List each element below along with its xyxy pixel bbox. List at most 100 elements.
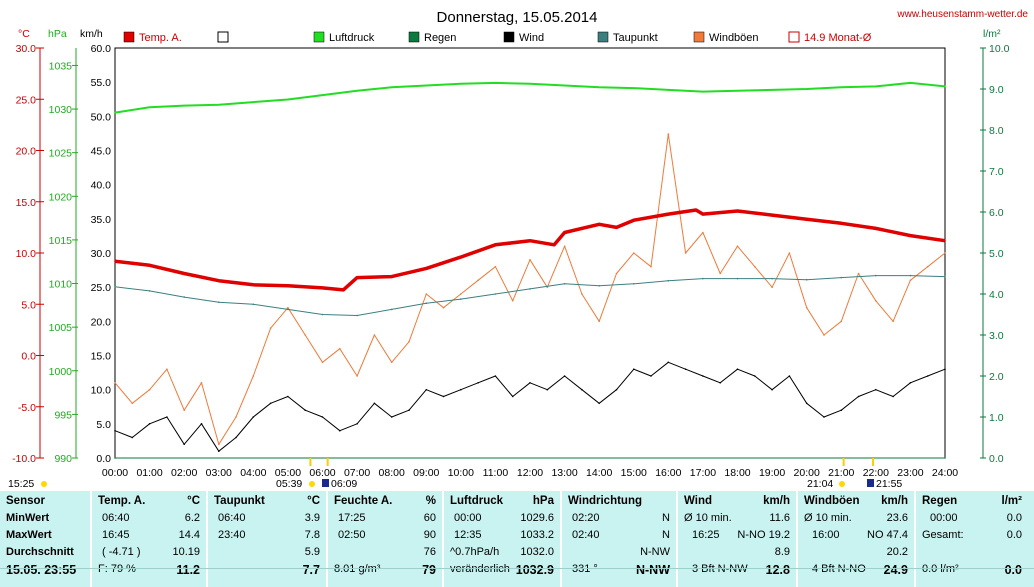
data-point [183, 272, 185, 275]
legend-label: Taupunkt [613, 32, 658, 44]
data-point [148, 388, 151, 391]
dew-header: Taupunkt [214, 495, 265, 507]
pressure-max: 1033.2 [520, 529, 554, 541]
rain-tick-label: 3.0 [989, 330, 1004, 342]
temp-avg-note: ( -4.71 ) [102, 546, 141, 558]
wind-current: 12.8 [765, 563, 790, 577]
data-point [667, 361, 670, 364]
data-point [771, 277, 773, 280]
data-point [615, 226, 618, 229]
wind-tick-label: 10.0 [91, 385, 112, 397]
stats-humidity-column: Feuchte A.% 17:25 60 02:50 90 76 8.01 g/m³… [326, 491, 442, 587]
data-point [356, 375, 358, 377]
winddir-current: N-NW [635, 563, 670, 577]
dew-current: 7.7 [302, 563, 320, 577]
data-point [598, 320, 600, 323]
pressure-unit: hPa [532, 495, 554, 507]
data-point [287, 395, 289, 398]
data-point [771, 89, 773, 91]
rain-tick-label: 4.0 [989, 289, 1004, 301]
chart-series [114, 81, 946, 459]
legend-swatch [313, 31, 325, 43]
data-point [218, 443, 220, 446]
pressure-tick-label: 995 [54, 409, 72, 421]
legend-swatch [217, 31, 229, 43]
rain-min-time: 00:00 [930, 512, 958, 524]
data-point [356, 89, 358, 92]
wind-tick-label: 5.0 [96, 419, 111, 431]
data-point [771, 214, 773, 216]
data-point [390, 86, 393, 89]
data-point [684, 368, 687, 371]
data-point [598, 223, 600, 226]
data-point [563, 231, 566, 234]
legend-swatch [408, 31, 420, 43]
data-point [148, 264, 151, 267]
temp-tick-label: 5.0 [21, 299, 36, 311]
wind-tick-label: 0.0 [96, 453, 111, 465]
data-point [944, 252, 946, 254]
temp-tick-label: 0.0 [21, 351, 36, 363]
dew-max: 7.8 [304, 529, 320, 541]
gust-max-time: 16:00 [812, 529, 840, 541]
wind-unit-label: km/h [80, 28, 103, 40]
data-point [494, 82, 497, 84]
winddir-min: N [662, 512, 670, 524]
data-point [183, 104, 185, 107]
data-point [736, 210, 739, 212]
data-point [875, 388, 877, 391]
x-tick-label: 24:00 [932, 467, 958, 479]
data-point [131, 402, 134, 405]
data-point [460, 256, 462, 258]
temp-tick-label: 15.0 [16, 197, 37, 209]
wind-tick-label: 60.0 [91, 43, 112, 55]
data-point [269, 327, 272, 330]
data-point [892, 395, 894, 398]
data-point [339, 429, 341, 432]
temp-min-time: 06:40 [102, 512, 130, 524]
data-point [840, 86, 843, 89]
data-point [390, 308, 393, 311]
data-point [805, 402, 808, 405]
pressure-avg: 1032.0 [520, 546, 554, 558]
data-point [200, 423, 203, 425]
data-point [875, 85, 877, 88]
dew-max-time: 23:40 [218, 529, 246, 541]
data-point [667, 133, 670, 135]
data-point [321, 313, 324, 316]
humidity-header: Feuchte A. [334, 495, 393, 507]
data-point [667, 89, 670, 91]
x-tick-label: 01:00 [136, 467, 162, 479]
wind-tick-label: 40.0 [91, 180, 112, 192]
gust-avg-note: Ø 10 min. [804, 512, 852, 524]
dew-min: 3.9 [304, 512, 320, 524]
data-point [287, 98, 289, 101]
data-point [114, 111, 116, 114]
rain-tick-label: 0.0 [989, 453, 1004, 465]
temp-tick-label: 30.0 [16, 43, 37, 55]
data-point [321, 94, 324, 96]
temp-tick-label: 25.0 [16, 94, 37, 106]
stats-wind-column: Wind km/h Ø 10 min. 11.6 16:25 N-NO 19.2 8.… [676, 491, 796, 587]
data-point [342, 289, 345, 291]
data-point [771, 286, 773, 289]
data-point [944, 368, 946, 371]
rain-total: 0.0 [1006, 529, 1022, 541]
data-point [373, 402, 376, 405]
data-point [805, 306, 808, 309]
stats-sensor-column: Sensor MinWert MaxWert Durchschnitt 15.0… [0, 491, 90, 587]
x-tick-label: 06:00 [309, 467, 335, 479]
plot-frame [114, 47, 946, 459]
wind-max-time: 16:25 [692, 529, 720, 541]
data-point [183, 296, 185, 298]
data-point [442, 395, 445, 398]
data-point [823, 334, 825, 336]
x-tick-label: 10:00 [448, 467, 474, 479]
data-point [633, 219, 635, 221]
data-point [200, 382, 203, 384]
temp-unit: °C [187, 495, 200, 507]
data-point [304, 334, 307, 336]
wind-avg-note: Ø 10 min. [684, 512, 732, 524]
data-point [771, 388, 773, 391]
data-point [909, 234, 912, 237]
